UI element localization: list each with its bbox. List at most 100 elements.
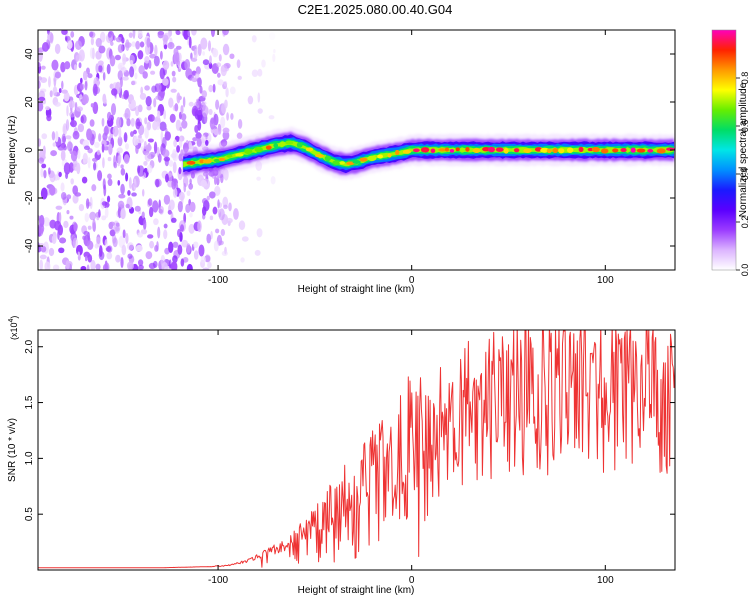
noise-speckle — [269, 32, 275, 40]
noise-speckle — [134, 73, 137, 80]
noise-speckle — [97, 170, 102, 181]
noise-speckle — [55, 72, 61, 79]
noise-speckle — [98, 209, 101, 217]
noise-speckle — [124, 132, 128, 142]
noise-speckle — [154, 56, 160, 67]
noise-speckle — [179, 192, 185, 201]
y-tick-label: 2.0 — [24, 339, 35, 353]
noise-speckle — [91, 103, 94, 107]
noise-speckle — [92, 158, 98, 162]
noise-speckle — [79, 204, 84, 211]
noise-speckle — [132, 41, 136, 47]
noise-speckle — [62, 136, 66, 143]
noise-speckle — [74, 64, 77, 70]
noise-speckle — [40, 77, 47, 83]
noise-speckle — [168, 42, 175, 49]
noise-speckle — [177, 244, 182, 254]
noise-speckle — [207, 262, 212, 269]
noise-speckle — [96, 264, 101, 271]
noise-speckle — [233, 208, 239, 220]
signal-peak — [325, 156, 331, 162]
signal-peak — [612, 148, 618, 152]
noise-speckle — [105, 239, 108, 248]
noise-speckle — [162, 34, 168, 42]
noise-speckle — [192, 137, 197, 141]
noise-speckle — [183, 183, 186, 193]
noise-speckle — [82, 235, 86, 240]
noise-speckle — [70, 31, 74, 38]
noise-speckle — [200, 38, 207, 50]
noise-speckle — [157, 83, 161, 92]
noise-speckle — [153, 98, 156, 107]
noise-speckle — [190, 202, 196, 212]
noise-speckle — [77, 150, 80, 160]
noise-speckle — [90, 260, 95, 271]
noise-speckle — [127, 254, 132, 259]
noise-speckle — [221, 65, 228, 72]
noise-speckle — [269, 115, 275, 119]
y-tick-label: 40 — [24, 48, 35, 60]
noise-speckle — [64, 162, 71, 174]
signal-peak — [226, 154, 232, 157]
noise-speckle — [47, 32, 53, 43]
noise-speckle — [61, 192, 67, 200]
noise-speckle — [138, 65, 144, 74]
noise-speckle — [217, 199, 220, 208]
noise-speckle — [103, 184, 106, 196]
noise-speckle — [157, 110, 160, 118]
signal-peak — [403, 150, 411, 154]
noise-speckle — [138, 50, 144, 59]
noise-speckle — [80, 78, 83, 84]
signal-peak — [431, 148, 436, 153]
noise-speckle — [78, 252, 80, 257]
noise-speckle — [202, 206, 206, 216]
noise-speckle — [152, 121, 157, 130]
noise-speckle — [184, 59, 190, 70]
noise-speckle — [108, 157, 112, 161]
noise-speckle — [48, 76, 51, 87]
noise-speckle — [131, 192, 137, 196]
noise-speckle — [59, 237, 66, 243]
noise-speckle — [189, 36, 192, 48]
noise-speckle — [118, 44, 124, 53]
noise-speckle — [202, 90, 207, 98]
noise-speckle — [192, 108, 197, 115]
noise-speckle — [75, 192, 82, 196]
figure-title: C2E1.2025.080.00.40.G04 — [298, 2, 453, 17]
noise-speckle — [102, 94, 106, 104]
noise-speckle — [123, 229, 126, 238]
noise-speckle — [73, 238, 78, 248]
noise-speckle — [148, 60, 151, 69]
noise-speckle — [205, 140, 209, 146]
noise-speckle — [208, 85, 213, 92]
noise-speckle — [73, 222, 77, 231]
noise-speckle — [144, 127, 148, 139]
noise-speckle — [126, 204, 130, 208]
signal-peak — [360, 158, 368, 162]
noise-speckle — [105, 260, 108, 269]
noise-speckle — [106, 252, 112, 259]
noise-speckle — [98, 133, 101, 141]
noise-speckle — [65, 36, 68, 41]
noise-speckle — [41, 133, 47, 139]
signal-peak — [297, 142, 303, 148]
noise-speckle — [59, 88, 62, 93]
noise-speckle — [189, 102, 194, 107]
noise-speckle — [229, 53, 234, 59]
noise-speckle — [238, 119, 242, 129]
snr-xlabel: Height of straight line (km) — [298, 585, 415, 596]
noise-speckle — [224, 100, 228, 109]
noise-speckle — [129, 177, 132, 189]
noise-speckle — [39, 215, 44, 227]
noise-speckle — [91, 184, 96, 191]
noise-speckle — [110, 41, 114, 46]
noise-speckle — [202, 51, 205, 56]
noise-speckle — [85, 81, 88, 91]
noise-speckle — [55, 44, 61, 54]
noise-speckle — [195, 72, 200, 78]
signal-peak — [368, 156, 377, 162]
noise-speckle — [157, 227, 160, 239]
